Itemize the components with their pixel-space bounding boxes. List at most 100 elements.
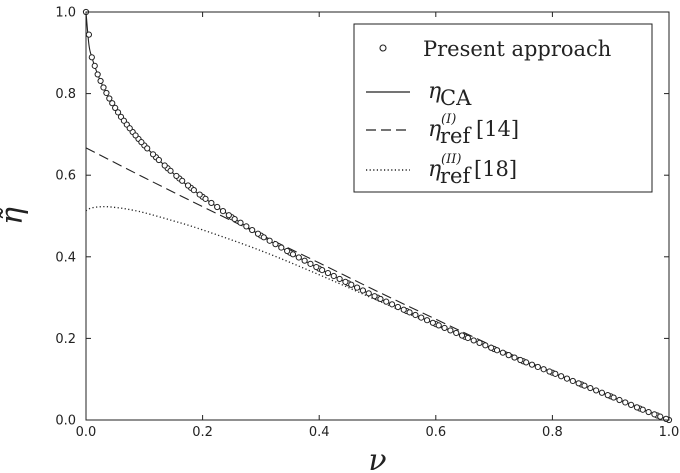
- data-point: [575, 380, 582, 387]
- data-point: [482, 342, 489, 349]
- data-point: [412, 311, 419, 319]
- legend-item: η (I)ref [14]: [366, 112, 519, 148]
- data-point: [365, 290, 372, 297]
- data-point: [126, 125, 133, 132]
- data-point: [91, 62, 98, 69]
- data-point: [103, 89, 110, 97]
- data-point: [651, 411, 658, 418]
- legend-marker-circle: [379, 44, 387, 52]
- data-point: [243, 223, 250, 230]
- data-point: [470, 337, 477, 344]
- data-point: [429, 319, 436, 326]
- data-point: [85, 31, 93, 38]
- data-point: [628, 401, 635, 409]
- data-point: [114, 109, 122, 116]
- legend-subscript: ref: [440, 164, 472, 188]
- legend-symbol: η: [428, 79, 441, 104]
- data-point: [97, 77, 104, 85]
- data-point: [645, 408, 652, 416]
- data-point: [657, 413, 664, 420]
- data-point: [505, 352, 512, 359]
- data-point: [400, 306, 407, 313]
- data-point: [202, 195, 209, 202]
- plot-frame: [85, 11, 670, 421]
- data-point: [231, 215, 238, 223]
- data-point: [94, 71, 101, 78]
- data-point: [604, 392, 611, 399]
- series-line-dotted: [85, 205, 670, 421]
- data-point: [237, 219, 244, 226]
- x-tick-label: 0.0: [76, 425, 97, 440]
- data-point: [388, 301, 396, 308]
- y-tick-label: 0.2: [55, 332, 76, 347]
- data-point: [517, 356, 524, 364]
- legend-item: Present approach: [379, 37, 611, 61]
- data-point: [179, 177, 186, 184]
- data-point: [266, 237, 273, 244]
- data-point: [622, 399, 629, 406]
- data-point: [581, 382, 588, 389]
- y-tick-label: 0.4: [55, 250, 76, 265]
- data-point: [523, 359, 530, 366]
- data-point: [149, 151, 157, 158]
- y-tick-label: 1.0: [55, 6, 76, 21]
- data-point: [307, 260, 314, 267]
- data-point: [284, 247, 291, 255]
- data-point: [342, 278, 349, 285]
- data-point: [359, 287, 367, 294]
- data-point: [348, 281, 355, 288]
- data-point: [112, 104, 119, 111]
- data-point: [196, 191, 203, 198]
- data-point: [161, 162, 168, 169]
- data-point: [610, 394, 617, 401]
- data-point: [254, 230, 262, 237]
- y-tick-label: 0.0: [55, 414, 76, 429]
- legend-symbol: η: [428, 157, 441, 182]
- data-point: [499, 349, 506, 356]
- data-point: [155, 156, 162, 164]
- x-tick-label: 1.0: [659, 425, 680, 440]
- data-point: [546, 368, 553, 375]
- data-point: [633, 404, 641, 411]
- data-point: [441, 324, 448, 332]
- legend-label: Present approach: [423, 37, 611, 61]
- data-point: [418, 314, 425, 321]
- x-tick-label: 0.2: [192, 425, 213, 440]
- data-point: [540, 366, 547, 373]
- data-point: [534, 363, 541, 371]
- data-point: [371, 293, 378, 300]
- data-point: [120, 117, 127, 124]
- data-point: [662, 415, 670, 422]
- data-point: [88, 54, 95, 61]
- data-point: [383, 298, 390, 305]
- data-point: [464, 334, 471, 342]
- data-point: [493, 347, 501, 354]
- data-point: [219, 208, 227, 215]
- legend-subscript: ref: [440, 124, 472, 148]
- x-tick-label: 0.8: [542, 425, 563, 440]
- data-point: [225, 212, 232, 219]
- data-point: [476, 339, 483, 346]
- data-point: [616, 396, 623, 404]
- data-point: [190, 186, 197, 194]
- legend-superscript: (II): [441, 152, 461, 167]
- legend-symbol: η: [428, 117, 441, 142]
- y-tick-label: 0.8: [55, 87, 76, 102]
- data-point: [453, 329, 460, 337]
- data-point: [324, 269, 332, 277]
- x-tick-label: 0.4: [309, 425, 330, 440]
- data-point: [278, 244, 285, 251]
- data-point: [313, 263, 320, 271]
- data-point: [132, 132, 139, 139]
- data-point: [336, 275, 343, 283]
- data-point: [319, 267, 326, 274]
- x-tick-label: 0.6: [425, 425, 446, 440]
- data-point: [458, 332, 466, 339]
- data-point: [167, 167, 174, 174]
- data-point: [488, 344, 495, 351]
- data-point: [173, 172, 180, 180]
- data-point: [593, 387, 600, 394]
- data-point: [528, 361, 536, 368]
- data-point: [435, 322, 442, 329]
